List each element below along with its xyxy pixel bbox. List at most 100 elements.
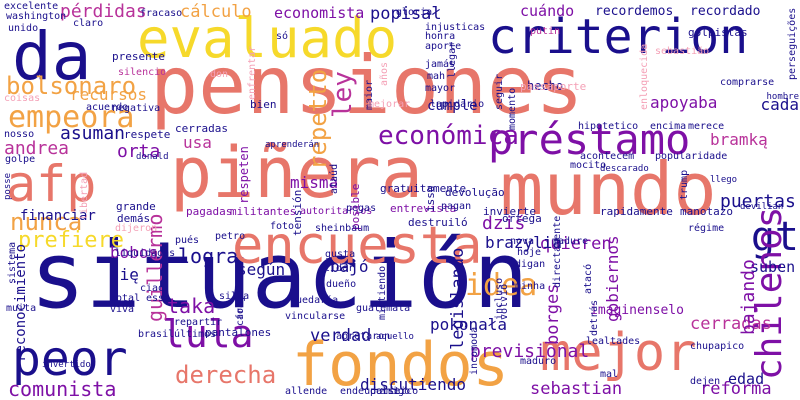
cloud-word: rapidamente <box>600 204 673 218</box>
cloud-word: ataúd <box>329 163 340 194</box>
cloud-word: pantalones <box>205 325 272 339</box>
cloud-word: amigo <box>380 385 411 397</box>
cloud-word: atacó <box>583 263 594 294</box>
cloud-word: nosso <box>4 128 35 140</box>
cloud-word: respete <box>124 127 171 141</box>
cloud-word: mundo <box>500 146 717 231</box>
cloud-word: pués <box>175 234 200 246</box>
cloud-word: cerradas <box>690 314 772 335</box>
cloud-word: lapidario <box>430 98 485 110</box>
cloud-word: político <box>370 385 419 397</box>
cloud-word: silencio <box>118 66 167 78</box>
cloud-word: enloquecida <box>639 43 650 110</box>
cloud-word: brasil <box>138 328 175 340</box>
cloud-word: invertido <box>42 359 91 370</box>
cloud-word: incomoda <box>469 326 480 375</box>
cloud-word: aporte <box>425 40 462 52</box>
cloud-word: pagan <box>441 200 472 212</box>
cloud-word: años <box>379 61 390 86</box>
cloud-word: mah <box>427 70 446 82</box>
cloud-word: empeora <box>8 100 135 136</box>
cloud-word: apretaron <box>336 330 391 342</box>
cloud-word: dueño <box>326 278 357 290</box>
cloud-word: suben <box>750 257 796 276</box>
cloud-word: się <box>110 264 139 284</box>
cloud-word: régime <box>688 222 725 234</box>
cloud-word: ley <box>328 71 358 118</box>
cloud-word: misma <box>290 172 339 192</box>
cloud-word: discutiendo <box>360 374 466 394</box>
cloud-word: vincularse <box>285 310 346 322</box>
cloud-word: só <box>276 30 289 42</box>
cloud-word: bobos <box>110 242 159 262</box>
cloud-word: directamente <box>552 215 563 288</box>
cloud-word: injusticas <box>425 21 486 33</box>
cloud-word: silva <box>219 290 250 302</box>
cloud-word: nova <box>510 235 535 247</box>
cloud-word: fracaso <box>140 7 183 19</box>
cloud-word: cumple <box>427 97 478 114</box>
cloud-word: cuándo <box>520 1 575 20</box>
cloud-word: orta <box>117 141 161 163</box>
cloud-word: económica <box>378 120 519 151</box>
cloud-word: pagadas <box>186 204 233 218</box>
cloud-word: gloria <box>396 6 433 18</box>
cloud-word: repetto <box>304 68 332 170</box>
cloud-word: gt <box>750 214 799 261</box>
cloud-word: borges <box>543 283 563 345</box>
cloud-word: legislando <box>448 247 468 350</box>
cloud-word: invierte <box>483 204 536 218</box>
cloud-word: bolsonaro <box>6 72 137 101</box>
cloud-word: usa <box>183 132 212 152</box>
cloud-word: brazylia <box>485 232 563 252</box>
cloud-word: ortega <box>502 211 542 225</box>
cloud-word: bajó <box>330 256 369 276</box>
cloud-word: dejen <box>690 375 721 387</box>
cloud-word: guatemala <box>356 302 411 314</box>
cloud-word: nunca <box>10 208 83 237</box>
cloud-word: dziś <box>482 213 526 235</box>
cloud-word: pensiones <box>150 39 584 133</box>
cloud-word: asuman <box>60 123 126 145</box>
cloud-word: dijeron <box>115 222 158 234</box>
cloud-word: quieren <box>540 234 612 255</box>
cloud-word: edad <box>728 369 765 388</box>
cloud-word: total <box>110 292 141 304</box>
cloud-word: lula <box>162 311 254 356</box>
cloud-word: madure <box>552 235 589 247</box>
cloud-word: aprenderán <box>265 139 320 150</box>
cloud-word: trump <box>679 169 690 200</box>
cloud-word: coisas <box>4 92 41 104</box>
cloud-word: jamás <box>425 58 456 70</box>
cloud-word: pegas <box>346 202 377 214</box>
cloud-word: llegar <box>447 41 458 78</box>
cloud-word: peor <box>12 330 128 387</box>
cloud-word: puertas <box>720 191 796 213</box>
cloud-word: hoje <box>517 246 542 258</box>
cloud-word: font <box>235 295 246 320</box>
cloud-word: gusta <box>325 248 356 260</box>
cloud-word: libertad <box>79 171 90 220</box>
cloud-word: evaluado <box>137 6 398 70</box>
cloud-word: recordemos <box>595 4 674 20</box>
cloud-word: afp <box>6 155 97 213</box>
cloud-word: don <box>210 68 229 80</box>
cloud-word: según <box>237 259 286 279</box>
cloud-word: piñera <box>170 131 423 214</box>
cloud-word: bajando <box>738 259 759 335</box>
cloud-word: economista <box>274 3 365 22</box>
cloud-word: repartir <box>174 316 223 328</box>
cloud-word: maduro <box>520 355 557 367</box>
cloud-word: descarado <box>600 163 649 174</box>
cloud-word: recursos <box>70 84 148 104</box>
cloud-word: cada <box>760 94 799 114</box>
cloud-word: allende <box>285 385 328 397</box>
cloud-word: digan <box>515 258 546 270</box>
cloud-word: mayor <box>425 82 456 94</box>
cloud-word: sebastião <box>655 45 710 57</box>
cloud-word: cerradas <box>175 121 228 135</box>
cloud-word: aquello <box>376 331 414 342</box>
cloud-word: previsional <box>470 341 590 363</box>
cloud-word: encuesta <box>232 216 483 277</box>
